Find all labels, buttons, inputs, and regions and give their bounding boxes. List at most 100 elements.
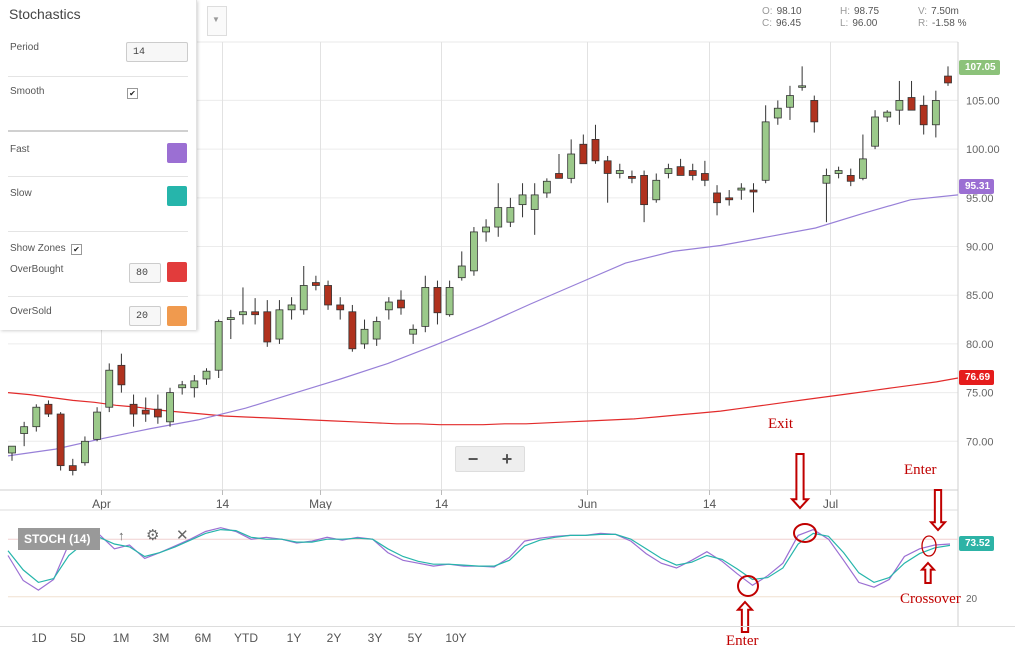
divider <box>8 76 188 77</box>
settings-panel: Stochastics Period 14 Smooth ✔ Fast Slow… <box>0 0 197 330</box>
close-icon[interactable]: ✕ <box>176 527 189 544</box>
candle-body <box>239 311 247 316</box>
zoom-in-button[interactable]: + <box>501 449 513 469</box>
zoom-out-button[interactable]: − <box>467 449 479 469</box>
period-input[interactable]: 14 <box>126 42 188 62</box>
candle-body <box>433 287 442 314</box>
oversold-color-swatch[interactable] <box>167 306 187 326</box>
x-tick-label: 14 <box>435 497 449 511</box>
candle-body <box>287 304 296 311</box>
candle-body <box>603 160 612 174</box>
candle-body <box>32 406 41 428</box>
range-button-3y[interactable]: 3Y <box>367 631 383 645</box>
ohlc-close: C: 96.45 <box>762 18 802 29</box>
last-price-tag: 107.05 <box>959 60 1000 75</box>
overbought-color-swatch[interactable] <box>167 262 187 282</box>
crossover-arrow-icon <box>919 561 937 584</box>
candle-body <box>919 104 928 126</box>
candle-body <box>311 282 320 286</box>
ohlc-low: L: 96.00 <box>840 18 878 29</box>
candle-body <box>810 100 819 123</box>
enter-bottom-arrow-icon <box>735 600 755 633</box>
y-tick-label: 95.00 <box>966 193 994 205</box>
candle-body <box>713 192 721 204</box>
fast-ma-tag: 95.31 <box>959 179 995 194</box>
candle-body <box>798 85 807 88</box>
candle-body <box>725 197 734 201</box>
candle-body <box>615 170 624 174</box>
exit-circle <box>793 523 817 543</box>
period-label: Period <box>10 42 39 53</box>
y-tick-label: 85.00 <box>966 290 994 302</box>
series-dropdown[interactable]: ▼ <box>207 6 227 36</box>
range-button-10y[interactable]: 10Y <box>445 631 467 645</box>
overbought-label: OverBought <box>10 264 64 275</box>
fast-color-swatch[interactable] <box>167 143 187 163</box>
annotation-marks <box>735 453 948 633</box>
x-tick-label: Jul <box>823 497 838 511</box>
slow-ma-line <box>7 377 959 426</box>
candle-body <box>226 317 235 320</box>
smooth-label: Smooth <box>10 86 45 97</box>
overbought-input[interactable]: 80 <box>129 263 161 283</box>
oversold-input[interactable]: 20 <box>129 306 161 326</box>
candle-body <box>8 445 16 454</box>
crossover-annotation: Crossover <box>900 591 961 607</box>
y-tick-label: 70.00 <box>966 436 994 448</box>
fast-label: Fast <box>10 144 30 155</box>
y-tick-label: 75.00 <box>966 388 994 400</box>
settings-title: Stochastics <box>9 6 81 22</box>
divider <box>8 231 188 232</box>
range-button-5y[interactable]: 5Y <box>407 631 423 645</box>
range-button-6m[interactable]: 6M <box>194 631 212 645</box>
range-button-1m[interactable]: 1M <box>112 631 130 645</box>
range-button-5d[interactable]: 5D <box>70 631 86 645</box>
range-button-1d[interactable]: 1D <box>31 631 47 645</box>
candle-body <box>579 143 588 165</box>
candle-body <box>105 369 114 408</box>
candle-body <box>93 411 101 440</box>
x-tick-label: Apr <box>92 497 111 511</box>
candle-body <box>773 107 782 119</box>
candle-body <box>348 311 357 350</box>
enter-bottom-annotation: Enter <box>726 633 759 649</box>
stoch-level-label: 20 <box>966 594 978 605</box>
candle-body <box>688 170 697 176</box>
candle-body <box>397 299 405 309</box>
slow-color-swatch[interactable] <box>167 186 187 206</box>
candle-body <box>166 392 174 423</box>
oversold-label: OverSold <box>10 306 52 317</box>
candle-body <box>178 384 187 389</box>
candle-body <box>214 321 223 371</box>
exit-annotation: Exit <box>768 416 793 432</box>
y-tick-label: 80.00 <box>966 339 994 351</box>
candle-body <box>251 311 260 316</box>
candle-body <box>700 173 709 181</box>
ohlc-volume: V: 7.50m <box>918 6 959 17</box>
candle-body <box>652 179 661 201</box>
move-up-icon[interactable]: ↑ <box>118 528 125 543</box>
show-zones-checkbox[interactable]: ✔ <box>71 244 82 255</box>
candle-body <box>20 426 29 434</box>
slow-ma-tag: 76.69 <box>959 370 995 385</box>
range-button-1y[interactable]: 1Y <box>286 631 302 645</box>
candle-body <box>555 173 563 179</box>
candle-body <box>749 189 758 193</box>
candle-body <box>299 285 308 311</box>
candle-body <box>384 301 393 311</box>
range-button-2y[interactable]: 2Y <box>326 631 342 645</box>
divider <box>8 296 188 297</box>
candles <box>8 66 952 476</box>
show-zones-label: Show Zones <box>10 243 66 254</box>
range-button-3m[interactable]: 3M <box>152 631 170 645</box>
candle-body <box>81 440 89 464</box>
candle-body <box>445 287 454 316</box>
candle-body <box>372 321 381 340</box>
range-button-ytd[interactable]: YTD <box>234 631 258 645</box>
smooth-checkbox[interactable]: ✔ <box>127 88 138 99</box>
candle-body <box>518 194 527 206</box>
gear-icon[interactable]: ⚙ <box>146 527 160 544</box>
enter-circle <box>737 575 759 597</box>
candle-body <box>482 226 490 233</box>
candle-body <box>859 158 867 179</box>
